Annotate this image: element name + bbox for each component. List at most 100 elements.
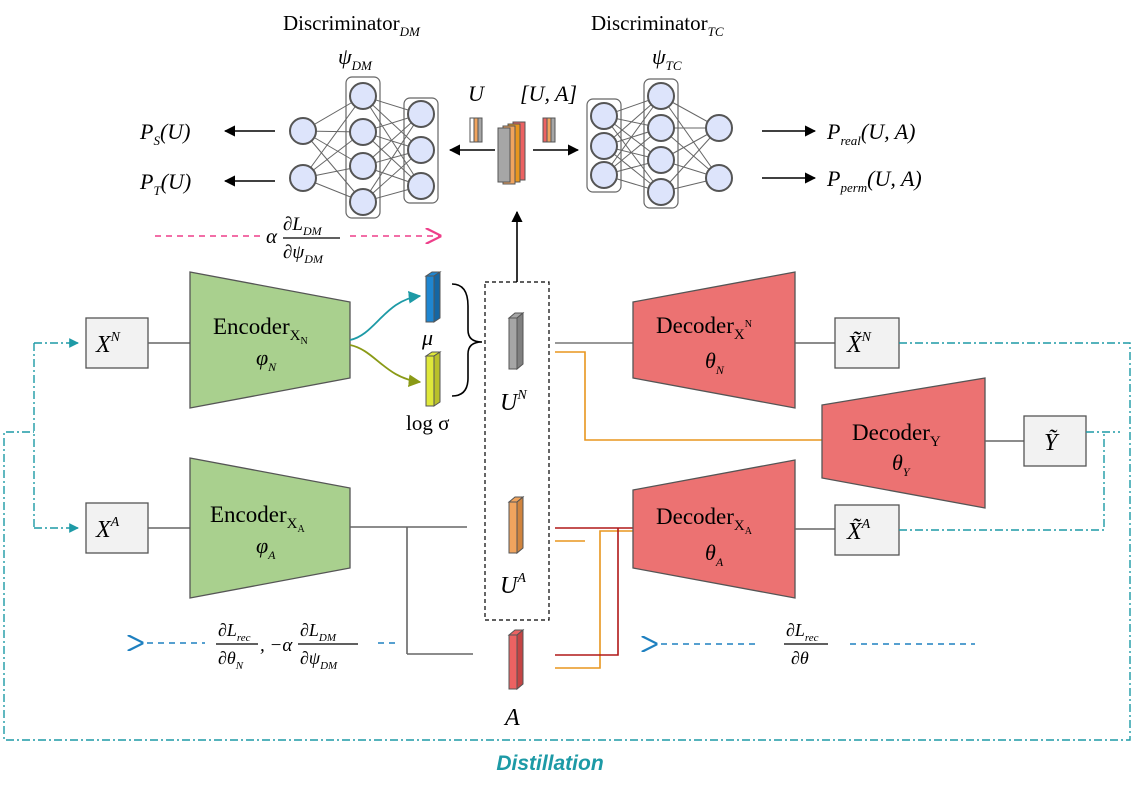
svg-text:Ỹ: Ỹ (1044, 430, 1060, 456)
small-ua-vector (542, 117, 556, 143)
network-connection (362, 113, 422, 203)
label-ua: [U, A] (520, 81, 577, 106)
a-vector (507, 628, 525, 691)
decoder-y-title: DecoderY (852, 420, 941, 450)
discriminator-tc: DiscriminatorTC ψTC (586, 11, 733, 209)
output-preal: Preal(U, A) (826, 119, 916, 148)
decoder-xn-param: θN (705, 348, 725, 377)
tc-outputs: Preal(U, A) Pperm(U, A) (762, 119, 922, 195)
neuron (647, 114, 675, 142)
dm-grad-den: ∂ψDM (283, 242, 324, 266)
u-to-decoder-y (555, 351, 822, 441)
discriminator-tc-param: ψTC (652, 44, 682, 73)
label-mu: μ (421, 325, 433, 350)
a-to-decoder-orange (555, 530, 633, 669)
discriminator-dm-param: ψDM (338, 44, 373, 73)
neuron (407, 136, 435, 164)
network-layer-frame (403, 97, 439, 204)
svg-text:, −α: , −α (260, 635, 293, 656)
arrow-to-sigma (349, 344, 422, 387)
network-layer-frame (345, 76, 381, 219)
neuron (289, 164, 317, 192)
neuron (647, 146, 675, 174)
network-connection (302, 95, 364, 179)
encoder-n: EncoderXN φN (189, 271, 351, 409)
network-layer-frame (643, 78, 679, 209)
decoder-y: DecoderY θY (821, 377, 986, 509)
svg-text:XN: XN (95, 330, 121, 358)
label-log-sigma: log σ (406, 411, 449, 435)
sigma-vector (424, 351, 442, 407)
svg-text:∂Lrec: ∂Lrec (218, 620, 251, 644)
un-vector (507, 311, 525, 371)
neuron (349, 118, 377, 146)
svg-text:∂Lrec: ∂Lrec (786, 620, 819, 644)
label-u: U (468, 81, 486, 106)
neuron (705, 114, 733, 142)
network-connection (302, 130, 364, 203)
input-xa[interactable]: XA (85, 502, 149, 554)
label-a: A (503, 705, 520, 731)
arrow-to-mu (349, 291, 422, 341)
svg-text:∂θ: ∂θ (791, 648, 809, 668)
decoder-xa-param: θA (705, 540, 724, 569)
network-connection (660, 127, 720, 193)
discriminator-tc-network (586, 78, 733, 209)
recon-y[interactable]: Ỹ (1023, 415, 1087, 467)
svg-text:X̃A: X̃A (846, 517, 871, 545)
recon-xa[interactable]: X̃A (834, 504, 900, 556)
neuron (647, 178, 675, 206)
neuron (705, 164, 733, 192)
network-connection (603, 95, 662, 176)
network-layer-frame (586, 98, 622, 193)
output-ps: PS(U) (139, 119, 191, 148)
latent-box (484, 281, 550, 621)
output-pperm: Pperm(U, A) (826, 166, 922, 195)
mu-vector (424, 271, 442, 323)
decoder-gradient: ∂Lrec ∂θ (656, 620, 975, 668)
label-un: UN (500, 388, 527, 416)
neuron (289, 117, 317, 145)
network-connection (603, 115, 662, 193)
encoder-n-param: φN (256, 345, 277, 374)
svg-text:∂θN: ∂θN (218, 648, 244, 672)
discriminator-tc-title: DiscriminatorTC (591, 11, 724, 39)
svg-text:∂ψDM: ∂ψDM (300, 648, 338, 672)
discriminator-dm: DiscriminatorDM ψDM (283, 11, 439, 219)
label-ua-latent: UA (500, 571, 526, 599)
distillation-loop (3, 338, 1131, 741)
dm-grad-coef: α (266, 224, 278, 248)
decoder-xn: DecoderXN θN (632, 271, 796, 409)
decoder-xn-title: DecoderXN (656, 313, 752, 343)
neuron (349, 82, 377, 110)
svg-text:XA: XA (95, 515, 120, 543)
discriminator-dm-title: DiscriminatorDM (283, 11, 421, 39)
neuron (407, 100, 435, 128)
neuron (407, 172, 435, 200)
dm-grad-num: ∂LDM (283, 214, 323, 238)
encoder-a-param: φA (256, 533, 276, 562)
neuron (647, 82, 675, 110)
discriminator-dm-network (289, 76, 439, 219)
input-xn[interactable]: XN (85, 317, 149, 369)
recon-xn[interactable]: X̃N (834, 317, 900, 369)
svg-text:X̃N: X̃N (846, 330, 872, 358)
neuron (349, 188, 377, 216)
decoder-y-param: θY (892, 450, 911, 479)
dm-outputs: PS(U) PT(U) (139, 119, 275, 198)
decoder-xa-title: DecoderXA (656, 504, 753, 537)
brace (451, 283, 483, 397)
network-connection (660, 95, 720, 179)
encoder-a-title: EncoderXA (210, 502, 305, 535)
neuron (590, 102, 618, 130)
small-u-vector (469, 117, 483, 143)
neuron (590, 132, 618, 160)
dm-gradient: α ∂LDM ∂ψDM (155, 214, 440, 266)
encoder-a: EncoderXA φA (189, 457, 351, 599)
stacked-latent (497, 121, 526, 185)
decoder-xa: DecoderXA θA (632, 459, 796, 599)
neuron (590, 161, 618, 189)
label-distillation: Distillation (496, 752, 603, 775)
encoder-gradient: ∂Lrec ∂θN , −α ∂LDM ∂ψDM (142, 612, 395, 674)
